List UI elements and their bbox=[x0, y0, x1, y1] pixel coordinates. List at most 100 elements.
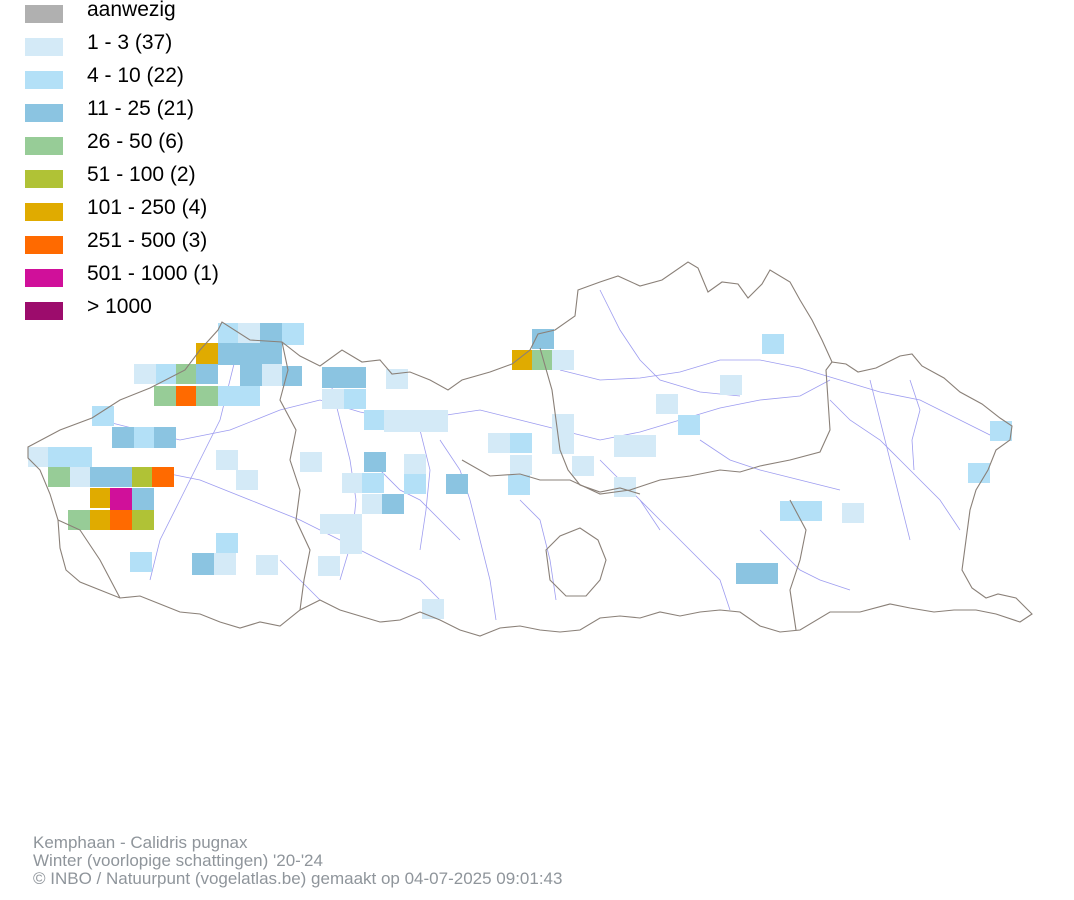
legend-swatch bbox=[25, 137, 63, 155]
legend-item: 251 - 500 (3) bbox=[25, 229, 325, 254]
grid-cell bbox=[362, 494, 384, 514]
grid-cell bbox=[508, 475, 530, 495]
legend-item: 51 - 100 (2) bbox=[25, 163, 325, 188]
grid-cell bbox=[48, 447, 92, 467]
grid-cell bbox=[156, 364, 176, 384]
grid-cell bbox=[152, 467, 174, 487]
grid-cell bbox=[28, 447, 48, 467]
grid-cell bbox=[282, 323, 304, 345]
river-line bbox=[279, 559, 321, 601]
grid-cell bbox=[720, 375, 742, 395]
grid-cell bbox=[344, 389, 366, 409]
grid-cell bbox=[364, 410, 386, 430]
grid-cell bbox=[322, 389, 344, 409]
grid-cell bbox=[218, 323, 240, 345]
grid-cell bbox=[216, 533, 238, 553]
river-line bbox=[149, 469, 441, 601]
legend-swatch bbox=[25, 302, 63, 320]
legend-label: 1 - 3 (37) bbox=[87, 31, 173, 54]
grid-cell bbox=[780, 501, 822, 521]
grid-cell bbox=[110, 510, 132, 530]
grid-cell bbox=[90, 510, 112, 530]
grid-cell bbox=[132, 488, 154, 510]
grid-cell bbox=[552, 414, 574, 454]
river-line bbox=[439, 439, 497, 621]
river-line bbox=[909, 379, 921, 471]
grid-cell bbox=[196, 343, 218, 365]
map-caption: Kemphaan - Calidris pugnax Winter (voorl… bbox=[33, 834, 562, 888]
grid-cell bbox=[70, 467, 90, 487]
grid-cell bbox=[990, 421, 1012, 441]
grid-cell bbox=[382, 494, 404, 514]
grid-cell bbox=[192, 553, 214, 575]
grid-cell bbox=[110, 488, 132, 510]
grid-cell bbox=[236, 470, 258, 490]
legend-label: 101 - 250 (4) bbox=[87, 196, 208, 219]
grid-cell bbox=[216, 450, 238, 470]
grid-cell bbox=[282, 366, 302, 386]
legend-label: 251 - 500 (3) bbox=[87, 229, 208, 252]
grid-cell bbox=[488, 433, 510, 453]
legend-label: > 1000 bbox=[87, 295, 152, 318]
river-line bbox=[419, 429, 431, 551]
grid-cell bbox=[300, 452, 322, 472]
river-line bbox=[91, 379, 831, 441]
grid-cell bbox=[968, 463, 990, 483]
grid-cell bbox=[154, 427, 176, 448]
grid-cell bbox=[196, 386, 218, 406]
river-line bbox=[759, 529, 851, 591]
legend-item: 1 - 3 (37) bbox=[25, 31, 325, 56]
grid-cell bbox=[318, 556, 340, 576]
legend-item: 501 - 1000 (1) bbox=[25, 262, 325, 287]
legend-swatch bbox=[25, 38, 63, 56]
grid-cell bbox=[762, 334, 784, 354]
grid-cell bbox=[92, 406, 114, 426]
legend-swatch bbox=[25, 170, 63, 188]
grid-cell bbox=[342, 473, 364, 493]
grid-cell bbox=[736, 563, 778, 584]
legend-swatch bbox=[25, 5, 63, 23]
grid-cell bbox=[238, 386, 260, 406]
grid-cell bbox=[238, 323, 260, 345]
border-line bbox=[57, 519, 121, 599]
species-title: Kemphaan - Calidris pugnax bbox=[33, 833, 248, 852]
legend-swatch bbox=[25, 236, 63, 254]
grid-cell bbox=[614, 435, 656, 457]
legend-item: 26 - 50 (6) bbox=[25, 130, 325, 155]
grid-cell bbox=[132, 467, 154, 487]
river-line bbox=[599, 289, 741, 397]
legend-item: 4 - 10 (22) bbox=[25, 64, 325, 89]
border-line bbox=[545, 527, 607, 597]
grid-cell bbox=[404, 454, 426, 474]
grid-cell bbox=[320, 514, 362, 534]
border-line bbox=[539, 347, 641, 495]
grid-cell bbox=[48, 467, 70, 487]
river-line bbox=[699, 439, 841, 491]
legend-swatch bbox=[25, 71, 63, 89]
grid-cell bbox=[218, 343, 240, 365]
grid-cell bbox=[154, 386, 176, 406]
grid-cell bbox=[656, 394, 678, 414]
legend-item: aanwezig bbox=[25, 0, 325, 23]
grid-cell bbox=[512, 350, 534, 370]
grid-cells bbox=[28, 323, 1012, 619]
grid-cell bbox=[340, 534, 362, 554]
grid-cell bbox=[552, 350, 574, 370]
grid-cell bbox=[510, 433, 532, 453]
grid-cell bbox=[384, 410, 448, 432]
legend-label: 26 - 50 (6) bbox=[87, 130, 184, 153]
river-line bbox=[559, 359, 1001, 441]
river-line bbox=[639, 499, 731, 611]
border-line bbox=[789, 499, 807, 631]
credit-line: © INBO / Natuurpunt (vogelatlas.be) gema… bbox=[33, 869, 563, 888]
grid-cell bbox=[446, 474, 468, 494]
grid-cell bbox=[176, 364, 196, 384]
grid-cell bbox=[134, 427, 154, 448]
legend-item: 11 - 25 (21) bbox=[25, 97, 325, 122]
grid-cell bbox=[572, 456, 594, 476]
grid-cell bbox=[130, 552, 152, 572]
legend-swatch bbox=[25, 203, 63, 221]
river-line bbox=[519, 499, 557, 601]
grid-cell bbox=[240, 364, 262, 386]
